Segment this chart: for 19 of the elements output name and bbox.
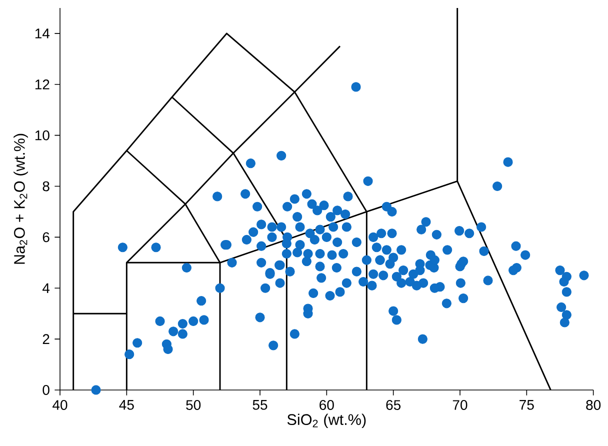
y-tick-label: 0: [42, 385, 50, 395]
x-tick-label: 55: [252, 400, 268, 410]
x-tick-label: 50: [186, 400, 201, 410]
x-tick-label: 65: [386, 400, 401, 410]
x-tick-label: 70: [452, 400, 468, 410]
y-tick-label: 14: [35, 28, 50, 38]
x-tick-label: 80: [586, 400, 601, 410]
y-tick-label: 6: [42, 232, 50, 242]
x-tick-label: 40: [52, 400, 68, 410]
x-tick-label: 75: [520, 400, 534, 410]
x-tick-label: 60: [320, 400, 334, 410]
y-tick-label: 4: [42, 283, 50, 293]
y-axis-title: Na$_{2}$O + K$_{2}$O (wt.%): [14, 134, 28, 264]
y-tick-label: 2: [42, 334, 50, 344]
y-tick-label: 8: [42, 181, 50, 192]
x-axis-title: SiO$_{2}$ (wt.%): [287, 414, 366, 428]
y-tick-label: 10: [35, 130, 50, 140]
y-tick-label: 12: [35, 80, 50, 90]
x-tick-label: 45: [119, 400, 134, 410]
